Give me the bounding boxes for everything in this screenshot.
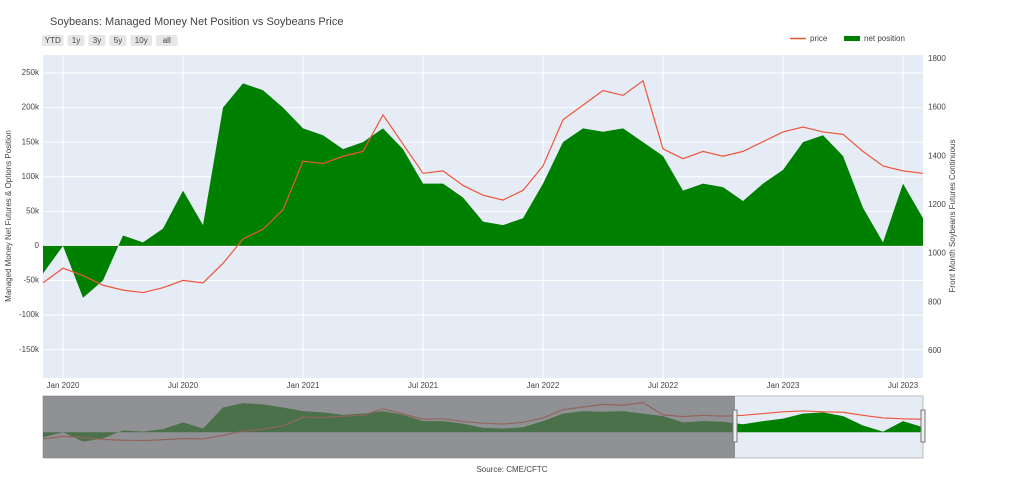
y2-tick-label: 1600 [928, 103, 946, 112]
y-tick-label: -150k [19, 345, 40, 354]
y-tick-label: -100k [19, 310, 40, 319]
slider-handle[interactable] [732, 409, 738, 443]
range-button[interactable] [109, 35, 127, 46]
range-button-label[interactable]: 10y [135, 36, 148, 45]
y2-axis-title: Front Month Soybeans Futures Continuous [948, 140, 957, 293]
x-tick-label: Jul 2022 [648, 381, 679, 390]
legend-label[interactable]: net position [864, 34, 905, 43]
y-tick-label: 150k [22, 137, 40, 146]
y2-tick-label: 1000 [928, 249, 946, 258]
range-button[interactable] [42, 35, 64, 46]
range-button[interactable] [88, 35, 106, 46]
chart-title: Soybeans: Managed Money Net Position vs … [50, 16, 344, 28]
range-button[interactable] [156, 35, 178, 46]
y-tick-label: -50k [23, 276, 40, 285]
range-button-label[interactable]: 1y [72, 36, 80, 45]
range-button[interactable] [67, 35, 85, 46]
y-tick-label: 200k [22, 103, 40, 112]
x-tick-label: Jan 2022 [527, 381, 560, 390]
range-button-label[interactable]: all [163, 36, 171, 45]
range-button-label[interactable]: 5y [114, 36, 122, 45]
source-note: Source: CME/CFTC [476, 465, 547, 474]
y-axis-title: Managed Money Net Futures & Options Posi… [4, 130, 13, 302]
range-button-label[interactable]: 3y [93, 36, 101, 45]
range-button-label[interactable]: YTD [45, 36, 61, 45]
legend-label[interactable]: price [810, 34, 828, 43]
y-tick-label: 0 [35, 241, 40, 250]
series-line [42, 79, 924, 294]
legend-swatch[interactable] [844, 36, 860, 41]
series-area [43, 83, 923, 298]
y-tick-label: 100k [22, 172, 40, 181]
y2-tick-label: 600 [928, 346, 942, 355]
y-tick-label: 250k [22, 68, 40, 77]
y-tick-label: 50k [26, 206, 40, 215]
y2-tick-label: 800 [928, 297, 942, 306]
y2-tick-label: 1800 [928, 54, 946, 63]
x-tick-label: Jul 2021 [408, 381, 439, 390]
x-tick-label: Jan 2023 [767, 381, 800, 390]
y2-tick-label: 1200 [928, 200, 946, 209]
x-tick-label: Jul 2023 [888, 381, 919, 390]
range-button[interactable] [130, 35, 153, 46]
y2-tick-label: 1400 [928, 151, 946, 160]
x-tick-label: Jan 2020 [47, 381, 80, 390]
slider-mask [43, 396, 735, 458]
x-tick-label: Jan 2021 [287, 381, 320, 390]
slider-handle[interactable] [920, 409, 926, 443]
x-tick-label: Jul 2020 [168, 381, 199, 390]
